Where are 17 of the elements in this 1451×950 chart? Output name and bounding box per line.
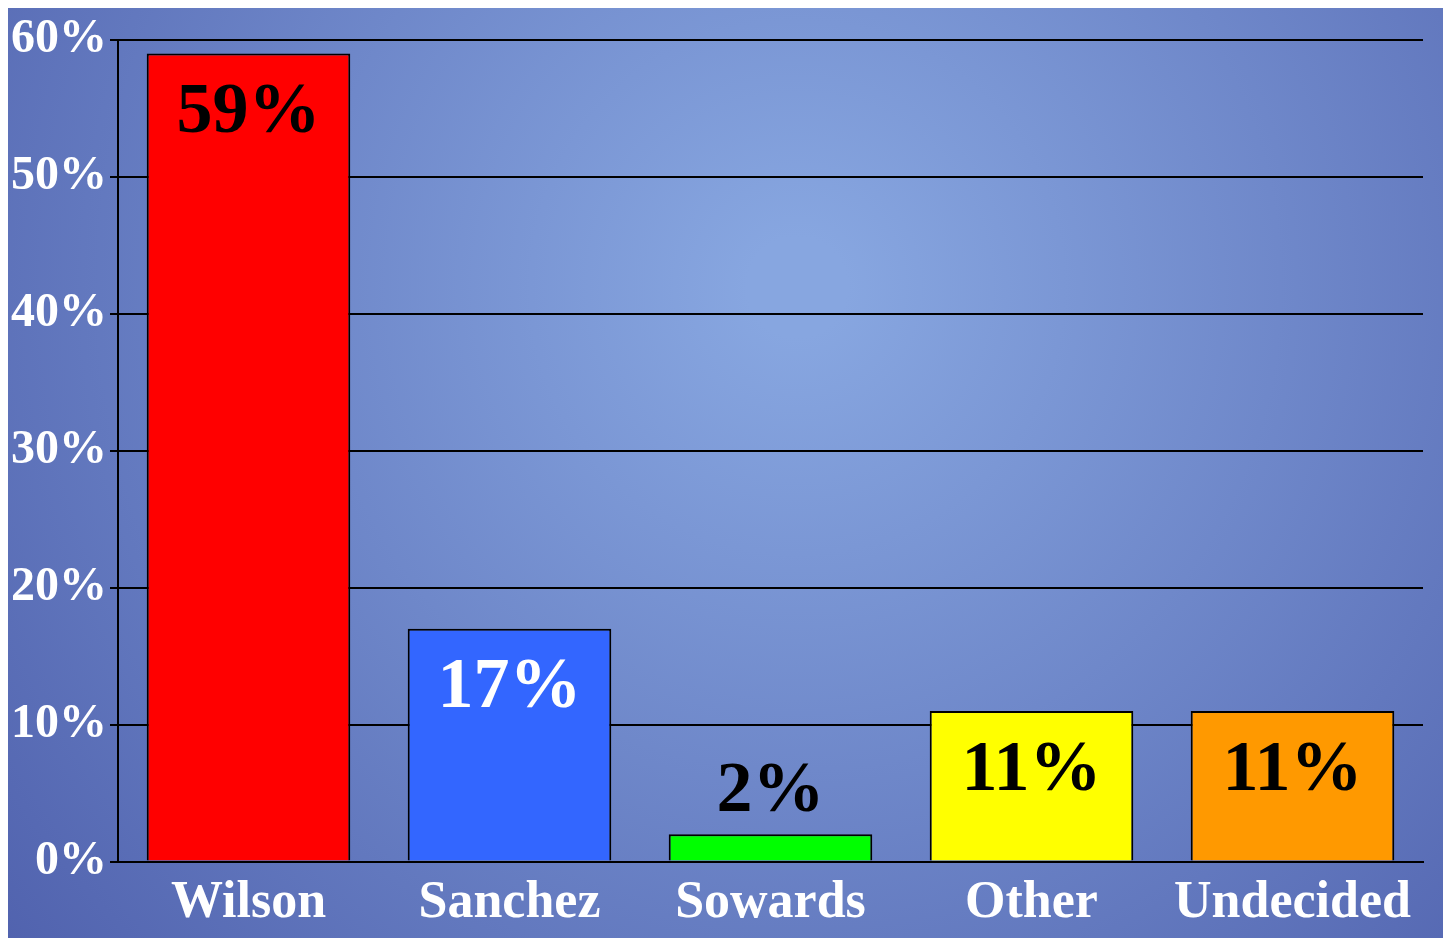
data-label: 11% (961, 725, 1102, 806)
y-tick-label: 60% (11, 9, 107, 63)
data-label: 17% (437, 643, 582, 724)
x-tick-label: Other (965, 871, 1098, 929)
x-tick-label: Undecided (1174, 871, 1412, 929)
data-label: 11% (1222, 725, 1363, 806)
y-tick-label: 50% (11, 146, 107, 200)
data-label: 59% (176, 68, 321, 149)
y-tick-label: 0% (35, 831, 107, 885)
y-tick-label: 30% (11, 420, 107, 474)
y-tick-label: 10% (11, 694, 107, 748)
x-tick-label: Sowards (675, 871, 866, 929)
y-tick-label: 40% (11, 283, 107, 337)
x-tick-label: Sanchez (418, 871, 601, 929)
y-tick-label: 20% (11, 557, 107, 611)
data-label: 2% (716, 746, 825, 827)
x-tick-label: Wilson (170, 871, 327, 929)
